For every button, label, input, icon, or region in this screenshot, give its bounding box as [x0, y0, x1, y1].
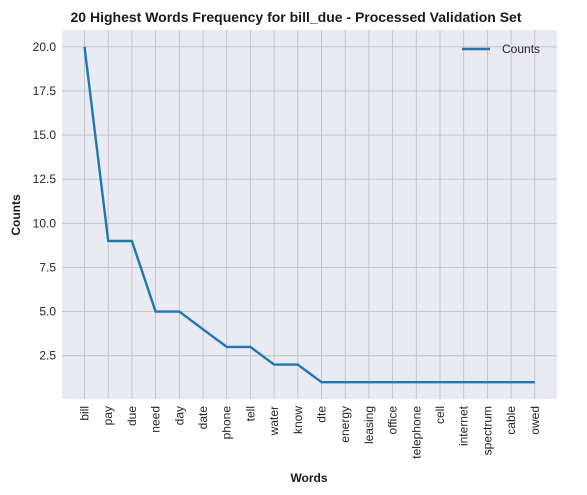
x-tick-label: tell	[243, 406, 257, 421]
x-tick-label: need	[149, 406, 163, 433]
x-tick-label: cable	[504, 406, 518, 435]
x-tick-label: telephone	[409, 406, 423, 459]
x-tick-label: due	[125, 406, 139, 426]
x-tick-label: office	[386, 406, 400, 435]
y-tick-label: 20.0	[33, 40, 57, 54]
plot-area	[62, 30, 557, 399]
legend-label: Counts	[502, 42, 540, 56]
x-tick-labels: bill pay due need day date phone tell water know d…	[78, 405, 542, 458]
x-tick-label: date	[196, 406, 210, 430]
x-tick-label: know	[291, 406, 305, 434]
x-tick-label: bill	[78, 406, 92, 421]
x-tick-label: water	[267, 406, 281, 436]
y-tick-label: 12.5	[33, 172, 57, 186]
y-tick-label: 2.5	[39, 349, 56, 363]
x-tick-label: leasing	[362, 406, 376, 444]
y-tick-label: 5.0	[39, 305, 56, 319]
x-tick-label: dte	[315, 406, 329, 423]
x-tick-label: energy	[338, 406, 352, 443]
x-tick-label: internet	[457, 405, 471, 446]
x-tick-label: cell	[433, 406, 447, 424]
y-tick-labels: 2.5 5.0 7.5 10.0 12.5 15.0 17.5 20.0	[33, 40, 57, 363]
x-axis-label: Words	[290, 471, 327, 485]
y-tick-label: 7.5	[39, 260, 56, 274]
x-tick-label: spectrum	[480, 406, 494, 455]
y-tick-label: 15.0	[33, 128, 57, 142]
x-tick-label: phone	[220, 406, 234, 440]
y-tick-label: 17.5	[33, 84, 57, 98]
chart-title: 20 Highest Words Frequency for bill_due …	[71, 9, 522, 25]
y-axis-label: Counts	[9, 194, 23, 236]
x-tick-label: pay	[101, 406, 115, 425]
x-tick-label: owed	[528, 406, 542, 435]
y-tick-label: 10.0	[33, 216, 57, 230]
x-tick-label: day	[172, 406, 186, 425]
